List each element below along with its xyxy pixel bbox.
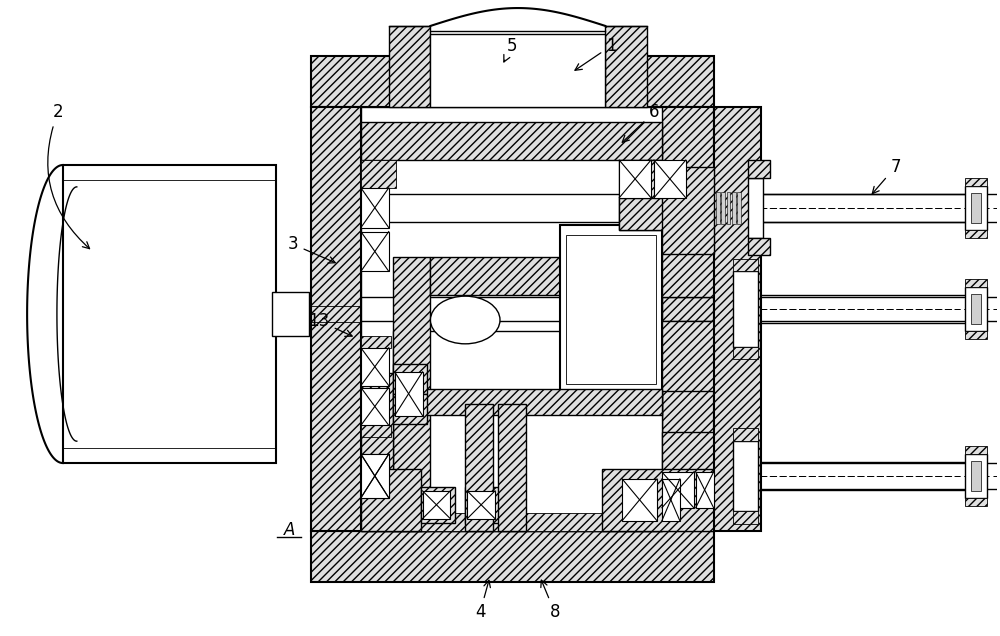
Bar	[662, 321, 714, 391]
Bar	[361, 469, 421, 530]
Bar	[393, 364, 427, 394]
Text: 2: 2	[48, 104, 90, 249]
Bar	[465, 487, 500, 523]
Bar	[662, 107, 714, 530]
Bar	[465, 404, 493, 530]
Bar	[361, 160, 396, 188]
Text: 8: 8	[541, 580, 560, 621]
Bar	[423, 491, 450, 519]
Bar	[361, 122, 662, 160]
Ellipse shape	[430, 296, 500, 344]
Bar	[965, 454, 987, 498]
Bar	[733, 511, 758, 523]
Text: 6: 6	[622, 104, 659, 142]
Bar	[311, 56, 714, 107]
Bar	[361, 336, 391, 348]
Bar	[430, 34, 605, 107]
Bar	[716, 192, 720, 224]
Bar	[393, 331, 662, 530]
Bar	[566, 235, 656, 384]
Bar	[733, 441, 758, 511]
Bar	[971, 294, 981, 324]
Bar	[662, 167, 714, 254]
Bar	[662, 472, 694, 508]
Bar	[737, 192, 741, 224]
Bar	[361, 454, 389, 498]
Bar	[733, 272, 758, 347]
Bar	[654, 160, 686, 198]
Bar	[965, 331, 987, 339]
Bar	[430, 257, 591, 294]
Bar	[361, 387, 389, 425]
Text: 7: 7	[872, 158, 901, 193]
Bar	[662, 228, 714, 297]
Bar	[361, 454, 389, 498]
Bar	[393, 513, 662, 530]
Bar	[965, 446, 987, 454]
Bar	[389, 26, 430, 107]
Bar	[714, 107, 761, 530]
Bar	[421, 487, 455, 523]
Bar	[361, 446, 391, 506]
Bar	[748, 178, 763, 237]
Bar	[748, 237, 770, 256]
Bar	[393, 389, 662, 415]
Bar	[393, 257, 430, 530]
Bar	[965, 178, 987, 186]
Bar	[732, 192, 736, 224]
Bar	[467, 491, 495, 519]
Bar	[965, 186, 987, 230]
Text: 1: 1	[575, 37, 617, 71]
Bar	[361, 425, 391, 437]
Bar	[619, 198, 684, 230]
Bar	[395, 372, 423, 415]
Bar	[748, 160, 770, 178]
Bar	[605, 26, 647, 107]
Bar	[361, 348, 389, 385]
Bar	[733, 259, 758, 272]
Text: 13: 13	[309, 312, 352, 336]
Bar	[662, 432, 714, 476]
Bar	[965, 287, 987, 331]
Bar	[622, 479, 657, 521]
Bar	[361, 373, 393, 530]
Text: A: A	[284, 521, 295, 539]
Bar	[696, 472, 714, 508]
Bar	[361, 232, 389, 272]
Text: 4: 4	[475, 580, 490, 621]
Bar	[361, 188, 389, 228]
Text: 5: 5	[504, 37, 517, 62]
Bar	[965, 230, 987, 237]
Bar	[721, 192, 725, 224]
Bar	[602, 469, 714, 530]
Bar	[619, 160, 651, 198]
Bar	[63, 165, 276, 463]
Bar	[733, 428, 758, 441]
Bar	[727, 192, 730, 224]
Bar	[311, 530, 714, 582]
Bar	[361, 107, 662, 530]
Bar	[965, 498, 987, 506]
Text: 3: 3	[288, 235, 335, 263]
Bar	[560, 225, 662, 394]
Bar	[498, 404, 526, 530]
Bar	[971, 461, 981, 491]
Bar	[662, 476, 714, 520]
Bar	[965, 279, 987, 287]
Bar	[311, 107, 361, 530]
Bar	[662, 479, 680, 521]
Bar	[619, 160, 662, 230]
Bar	[733, 347, 758, 359]
Bar	[971, 193, 981, 223]
Bar	[393, 394, 427, 424]
Bar	[272, 292, 309, 336]
